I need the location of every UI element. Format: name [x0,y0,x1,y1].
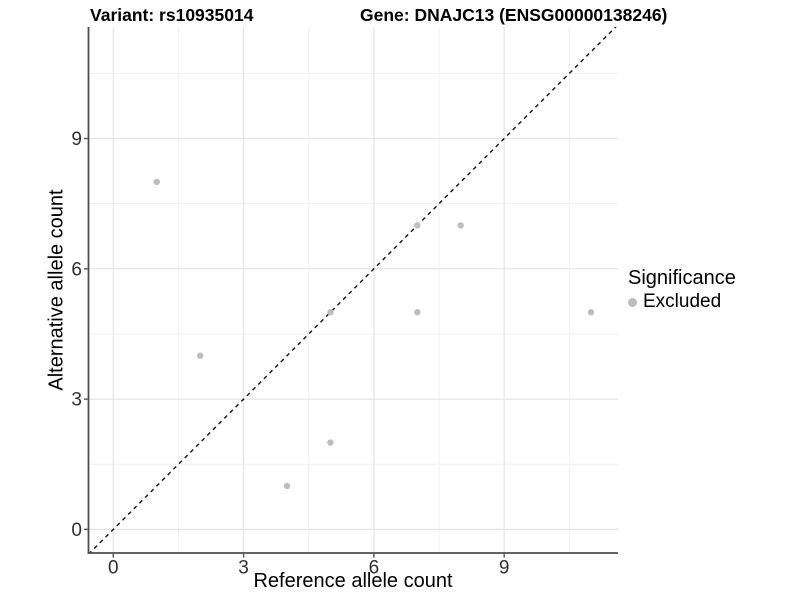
data-point [587,309,595,316]
legend-item-label: Excluded [643,291,722,312]
identity-line [88,27,617,553]
x-axis-title: Reference allele count [253,570,453,592]
x-tick-label: 3 [238,558,249,579]
data-point [153,178,160,186]
x-tick-label: 0 [108,558,119,579]
data-point [196,352,204,359]
gene-title: Gene: DNAJC13 (ENSG00000138246) [360,5,668,25]
excluded-point-icon [628,297,637,307]
data-point [414,222,421,229]
data-point [457,222,464,229]
y-axis-title: Alternative allele count [45,189,68,391]
legend: Significance Excluded [628,266,736,313]
y-tick-label: 3 [71,390,82,411]
data-point [327,309,334,316]
legend-title: Significance [628,267,736,289]
y-tick-label: 0 [71,520,82,541]
data-point [327,439,334,446]
data-point [283,482,291,490]
data-point [414,309,421,316]
x-tick-label: 9 [499,558,510,579]
y-tick-label: 9 [71,129,82,150]
legend-item-excluded: Excluded [628,291,736,313]
y-tick-label: 6 [71,259,82,280]
x-tick-label: 6 [369,558,380,579]
variant-title: Variant: rs10935014 [90,5,254,25]
